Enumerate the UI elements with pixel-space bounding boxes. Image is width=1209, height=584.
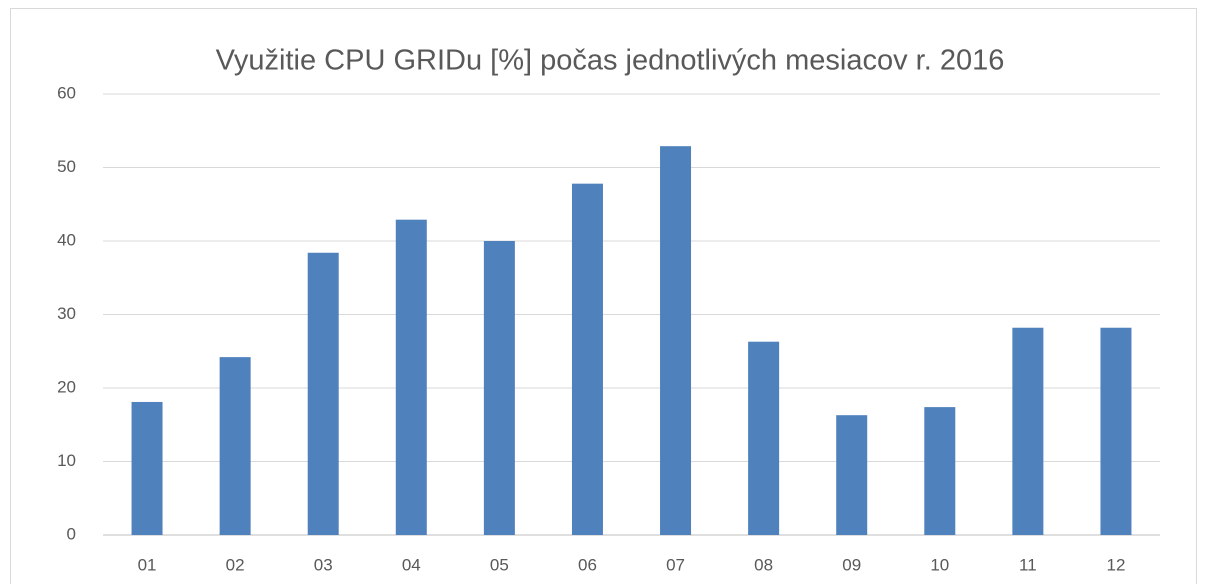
x-tick-label: 09: [842, 555, 861, 574]
x-tick-label: 12: [1106, 555, 1125, 574]
x-tick-label: 08: [754, 555, 773, 574]
x-tick-label: 07: [666, 555, 685, 574]
bar: [307, 252, 339, 535]
bar: [483, 241, 515, 535]
y-tick-label: 40: [57, 230, 76, 249]
y-tick-label: 50: [57, 157, 76, 176]
bar: [219, 357, 251, 535]
chart-title: Využitie CPU GRIDu [%] počas jednotlivýc…: [216, 45, 1005, 77]
chart-border: [10, 8, 1197, 584]
x-tick-label: 02: [226, 555, 245, 574]
bar: [1100, 327, 1132, 535]
bar: [748, 341, 780, 535]
x-tick-label: 04: [402, 555, 421, 574]
y-tick-label: 20: [57, 377, 76, 396]
bar: [1012, 327, 1044, 535]
bar: [924, 407, 956, 535]
bar: [660, 146, 692, 535]
y-tick-label: 0: [67, 524, 76, 543]
y-tick-label: 10: [57, 451, 76, 470]
x-tick-label: 03: [314, 555, 333, 574]
x-tick-label: 11: [1019, 555, 1037, 574]
y-tick-label: 30: [57, 304, 76, 323]
x-tick-label: 01: [138, 555, 157, 574]
x-tick-label: 06: [578, 555, 597, 574]
y-tick-label: 60: [57, 83, 76, 102]
bar: [836, 415, 868, 535]
x-tick-label: 05: [490, 555, 509, 574]
bar: [131, 401, 163, 535]
bar: [395, 219, 427, 535]
bar: [571, 183, 603, 536]
x-tick-label: 10: [930, 555, 949, 574]
